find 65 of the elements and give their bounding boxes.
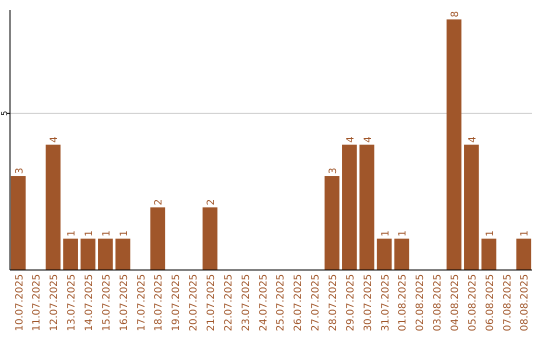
data-label: 4 xyxy=(345,136,356,143)
data-label: 1 xyxy=(520,230,531,237)
data-label: 2 xyxy=(154,198,165,206)
x-tick-label: 31.07.2025 xyxy=(380,274,392,332)
bar xyxy=(342,144,357,270)
data-label: 4 xyxy=(362,136,374,143)
x-tick-label: 13.07.2025 xyxy=(66,274,78,332)
data-label: 2 xyxy=(206,198,217,206)
bar xyxy=(115,238,130,270)
x-tick-label: 22.07.2025 xyxy=(223,274,234,332)
data-label: 1 xyxy=(380,230,392,237)
data-label: 1 xyxy=(118,230,130,237)
data-label: 1 xyxy=(84,230,95,237)
x-tick-label: 15.07.2025 xyxy=(101,274,112,332)
x-tick-label: 02.08.2025 xyxy=(415,274,426,332)
data-label: 4 xyxy=(49,136,60,143)
bar xyxy=(98,238,113,270)
bar xyxy=(464,144,479,270)
x-tick-label: 04.08.2025 xyxy=(450,274,462,332)
bar xyxy=(150,207,166,270)
data-label: 3 xyxy=(328,168,339,174)
x-tick-label: 08.08.2025 xyxy=(520,274,531,332)
x-tick-label: 03.08.2025 xyxy=(432,274,444,332)
data-label: 4 xyxy=(467,136,478,143)
y-tick-label: 5 xyxy=(0,110,9,116)
x-tick-label: 26.07.2025 xyxy=(293,274,304,332)
x-tick-label: 14.07.2025 xyxy=(84,274,95,332)
x-tick-label: 28.07.2025 xyxy=(328,274,339,332)
bar xyxy=(80,238,96,270)
bar xyxy=(394,238,410,270)
bar xyxy=(376,238,392,270)
x-tick-label: 20.07.2025 xyxy=(188,274,200,332)
x-tick-label: 19.07.2025 xyxy=(171,274,182,332)
bar xyxy=(63,238,78,270)
bar xyxy=(10,176,26,270)
x-tick-label: 16.07.2025 xyxy=(118,274,130,332)
x-tick-label: 25.07.2025 xyxy=(276,274,287,332)
bar xyxy=(359,144,374,270)
x-tick-label: 18.07.2025 xyxy=(154,274,165,332)
x-tick-label: 17.07.2025 xyxy=(136,274,148,332)
data-label: 1 xyxy=(66,230,78,237)
x-tick-label: 23.07.2025 xyxy=(240,274,252,332)
x-tick-label: 21.07.2025 xyxy=(206,274,217,332)
data-label: 3 xyxy=(14,168,26,174)
bar xyxy=(481,238,496,270)
x-tick-label: 06.08.2025 xyxy=(484,274,496,332)
data-label: 8 xyxy=(450,11,462,18)
bar xyxy=(46,144,61,270)
data-label: 1 xyxy=(101,230,112,237)
bar xyxy=(324,176,340,270)
bar xyxy=(202,207,218,270)
x-tick-label: 29.07.2025 xyxy=(345,274,356,332)
bar xyxy=(446,19,462,270)
x-tick-label: 05.08.2025 xyxy=(467,274,478,332)
x-tick-label: 30.07.2025 xyxy=(362,274,374,332)
x-tick-label: 10.07.2025 xyxy=(14,274,26,332)
x-tick-label: 07.08.2025 xyxy=(502,274,514,332)
x-tick-label: 12.07.2025 xyxy=(49,274,60,332)
x-tick-label: 11.07.2025 xyxy=(32,274,43,332)
x-tick-label: 24.07.2025 xyxy=(258,274,270,332)
x-tick-label: 27.07.2025 xyxy=(310,274,322,332)
data-label: 1 xyxy=(484,230,496,237)
bar xyxy=(516,238,532,270)
data-label: 1 xyxy=(398,230,409,237)
x-tick-label: 01.08.2025 xyxy=(398,274,409,332)
